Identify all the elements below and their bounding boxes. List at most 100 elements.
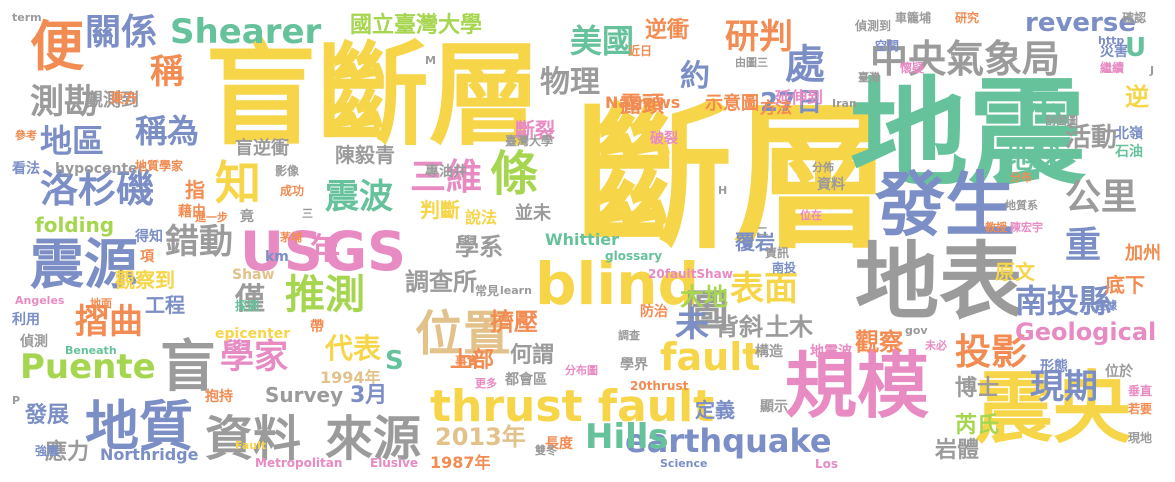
- word: 形態: [1040, 359, 1068, 375]
- word: 發展: [25, 403, 70, 428]
- word: 物理: [540, 65, 600, 100]
- word: epicenter: [215, 326, 291, 342]
- word: km: [265, 249, 289, 265]
- word: 得知: [135, 229, 163, 245]
- word: 進一步: [195, 211, 228, 224]
- word: P: [12, 394, 21, 407]
- word: USGS: [240, 220, 406, 283]
- word: 並未: [515, 203, 551, 224]
- word: 延伸到: [775, 88, 824, 107]
- word: Science: [660, 457, 708, 470]
- word: 投影: [955, 332, 1028, 373]
- word: gov: [905, 324, 928, 337]
- word: 分布圖: [565, 364, 598, 377]
- word: 看法: [12, 161, 40, 177]
- word: folding: [35, 213, 115, 237]
- word: 代表: [325, 332, 382, 365]
- word: 稱為: [135, 112, 200, 150]
- word: 20thrust: [630, 379, 689, 393]
- word: 方法: [760, 98, 793, 117]
- word: 資訊: [765, 246, 790, 260]
- word: Los: [815, 457, 839, 471]
- word: 工程: [145, 293, 185, 317]
- word: Iran: [832, 97, 857, 110]
- word: 逆衝: [645, 18, 690, 43]
- word: 由圖三: [735, 56, 768, 69]
- word: 斷層: [575, 87, 891, 271]
- word: fault: [660, 335, 761, 379]
- word: 地震: [850, 65, 1087, 203]
- word: 專油井: [425, 164, 467, 180]
- word: 若要: [1128, 402, 1153, 416]
- word: 示: [1025, 82, 1064, 126]
- word: 逆: [1125, 83, 1149, 111]
- word: 垂直: [1128, 384, 1153, 398]
- word: 原文: [995, 260, 1035, 284]
- word: 資料: [817, 177, 845, 193]
- word: 地面: [90, 297, 112, 310]
- word: blind: [535, 250, 700, 318]
- word: 北嶺: [1115, 126, 1143, 142]
- word: 竟: [240, 209, 254, 225]
- word: 陳宏宇: [1010, 221, 1043, 234]
- word: reverse: [1025, 8, 1136, 38]
- word: 加州: [1125, 243, 1161, 264]
- word: 博士: [955, 376, 1000, 401]
- word: 破裂: [650, 131, 678, 147]
- word: 研究: [955, 11, 980, 25]
- word: 20faultShaw: [648, 267, 733, 281]
- word: 美國: [570, 22, 635, 60]
- word: 公里: [1065, 177, 1138, 218]
- word: earthquake: [625, 422, 832, 460]
- word: 1994年: [320, 368, 381, 387]
- word: 錯動: [165, 222, 233, 262]
- word: 分布: [1010, 171, 1032, 184]
- word: 重: [1065, 225, 1102, 266]
- word: 資料: [205, 411, 302, 467]
- word: 震央: [975, 364, 1132, 454]
- word: Puente: [20, 347, 156, 387]
- word: 三維: [410, 157, 483, 198]
- word: 顯示: [760, 399, 788, 415]
- word: 定義: [695, 398, 735, 422]
- word: 露頭: [620, 93, 665, 118]
- word: 2013年: [435, 423, 526, 451]
- word: 關係: [85, 12, 158, 53]
- word: 影像: [275, 164, 300, 178]
- word: 證據: [1095, 299, 1117, 312]
- word: 地質: [85, 395, 193, 458]
- word: 未: [675, 305, 709, 345]
- word: 調查所: [405, 268, 477, 296]
- word: 南投縣: [1015, 282, 1112, 320]
- word: 盲: [160, 335, 216, 400]
- word: 近日: [628, 44, 653, 58]
- word: 分佈: [812, 161, 834, 174]
- word: 27日: [760, 88, 823, 118]
- word: 知: [215, 156, 261, 210]
- word: 項: [140, 249, 154, 265]
- word: 空間: [875, 39, 900, 53]
- word: 成功: [280, 184, 305, 198]
- word: H: [718, 184, 728, 197]
- word: Survey: [265, 383, 344, 407]
- word: 偵測: [20, 334, 48, 350]
- word: Angeles: [15, 294, 65, 307]
- word: 觀察: [855, 328, 903, 356]
- word: 臺灣: [858, 71, 880, 84]
- word: 教授: [985, 221, 1007, 234]
- word: 底下: [1105, 273, 1145, 297]
- word: 學家: [220, 337, 288, 377]
- word: M: [425, 54, 436, 67]
- word: 震源: [30, 233, 138, 296]
- word: learn: [500, 284, 532, 297]
- word: 洛杉磯: [40, 167, 155, 211]
- word: 發生: [875, 164, 1015, 246]
- word: Fault: [235, 439, 267, 452]
- word: 中央氣象局: [870, 37, 1061, 81]
- word: 現期: [1030, 367, 1098, 407]
- word: 參考: [15, 129, 37, 142]
- word: 觀察到: [115, 268, 175, 292]
- word: 盲斷層: [205, 31, 541, 161]
- word: 規模: [785, 344, 930, 428]
- word: 說法: [465, 208, 498, 227]
